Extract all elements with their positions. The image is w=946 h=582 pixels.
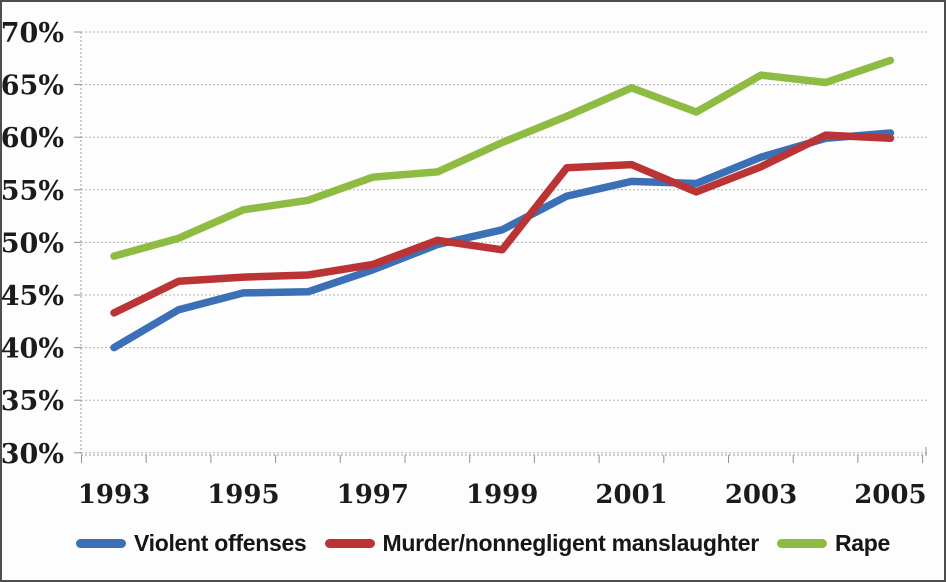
legend-item-murder: Murder/nonnegligent manslaughter	[324, 529, 760, 557]
legend-label-violent-offenses: Violent offenses	[134, 529, 307, 556]
svg-text:35%: 35%	[2, 386, 64, 417]
legend-item-violent-offenses: Violent offenses	[76, 529, 307, 557]
svg-text:1993: 1993	[78, 480, 150, 510]
line-chart: 70% 65% 60% 55% 50% 45% 40% 35% 30% 1993 1995 1997 1…	[2, 18, 927, 510]
legend: Violent offenses Murder/nonnegligent man…	[76, 524, 890, 562]
legend-swatch-violent-offenses	[76, 538, 126, 548]
legend-item-rape: Rape	[776, 529, 890, 557]
svg-text:2001: 2001	[595, 480, 667, 510]
svg-text:2003: 2003	[725, 480, 797, 510]
legend-label-rape: Rape	[834, 529, 890, 556]
svg-text:40%: 40%	[2, 334, 64, 365]
svg-text:65%: 65%	[2, 71, 64, 102]
svg-text:2005: 2005	[854, 480, 926, 510]
svg-text:1997: 1997	[337, 480, 409, 510]
svg-text:30%: 30%	[2, 439, 64, 470]
svg-text:1999: 1999	[466, 480, 538, 510]
svg-text:55%: 55%	[2, 176, 64, 207]
svg-text:45%: 45%	[2, 281, 64, 312]
legend-label-murder: Murder/nonnegligent manslaughter	[382, 529, 760, 556]
svg-text:50%: 50%	[2, 228, 64, 259]
legend-swatch-rape	[776, 538, 827, 548]
svg-text:60%: 60%	[2, 123, 64, 154]
svg-text:1995: 1995	[207, 480, 279, 510]
legend-swatch-murder	[324, 538, 375, 548]
svg-text:70%: 70%	[2, 18, 64, 49]
